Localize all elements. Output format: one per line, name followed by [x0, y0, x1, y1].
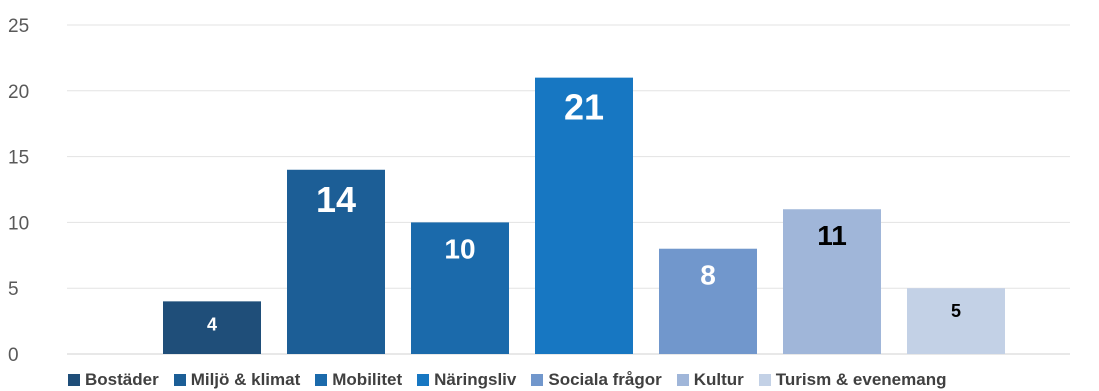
legend-swatch — [173, 374, 186, 386]
data-label: 21 — [564, 87, 604, 128]
legend-swatch — [417, 374, 430, 386]
legend-item: Sociala frågor — [531, 370, 662, 390]
bar — [287, 169, 385, 354]
y-tick-label: 5 — [8, 279, 19, 300]
y-tick-label: 20 — [8, 82, 29, 103]
y-tick-label: 0 — [8, 345, 19, 366]
bar — [783, 209, 881, 354]
legend-item: Miljö & klimat — [173, 370, 301, 390]
bar — [163, 301, 261, 354]
legend-swatch — [758, 374, 771, 386]
legend-item: Näringsliv — [417, 370, 516, 390]
bar — [907, 288, 1005, 354]
legend-label: Mobilitet — [332, 370, 403, 389]
legend-item: Bostäder — [68, 370, 159, 390]
legend-item: Kultur — [676, 370, 744, 390]
y-tick-label: 10 — [8, 213, 29, 234]
bar — [659, 248, 757, 354]
legend-label: Turism & evenemang — [775, 370, 947, 389]
legend-label: Sociala frågor — [548, 370, 662, 389]
legend-label: Miljö & klimat — [190, 370, 301, 389]
legend-swatch — [531, 374, 544, 386]
legend-item: Turism & evenemang — [758, 370, 947, 390]
bar — [411, 222, 509, 354]
legend-label: Näringsliv — [434, 370, 517, 389]
legend-swatch — [676, 374, 689, 386]
data-label: 14 — [316, 179, 356, 220]
data-label: 11 — [817, 220, 847, 251]
chart-legend: Bostäder Miljö & klimat Mobilitet Näringsli… — [68, 369, 961, 391]
data-label: 8 — [700, 260, 716, 291]
legend-swatch — [68, 374, 80, 386]
legend-item: Mobilitet — [315, 370, 402, 390]
y-tick-label: 25 — [8, 16, 29, 37]
y-tick-label: 15 — [8, 148, 29, 169]
data-label: 10 — [444, 233, 475, 264]
legend-label: Kultur — [693, 370, 744, 389]
y-axis-ticks: 0 5 10 15 20 25 — [8, 16, 29, 366]
bars — [163, 77, 1005, 354]
data-label: 5 — [951, 301, 961, 321]
legend-swatch — [315, 374, 328, 386]
data-label: 4 — [207, 314, 217, 334]
legend-label: Bostäder — [85, 370, 159, 389]
bar — [535, 77, 633, 354]
data-labels: 4 14 10 21 8 11 5 — [207, 87, 961, 335]
